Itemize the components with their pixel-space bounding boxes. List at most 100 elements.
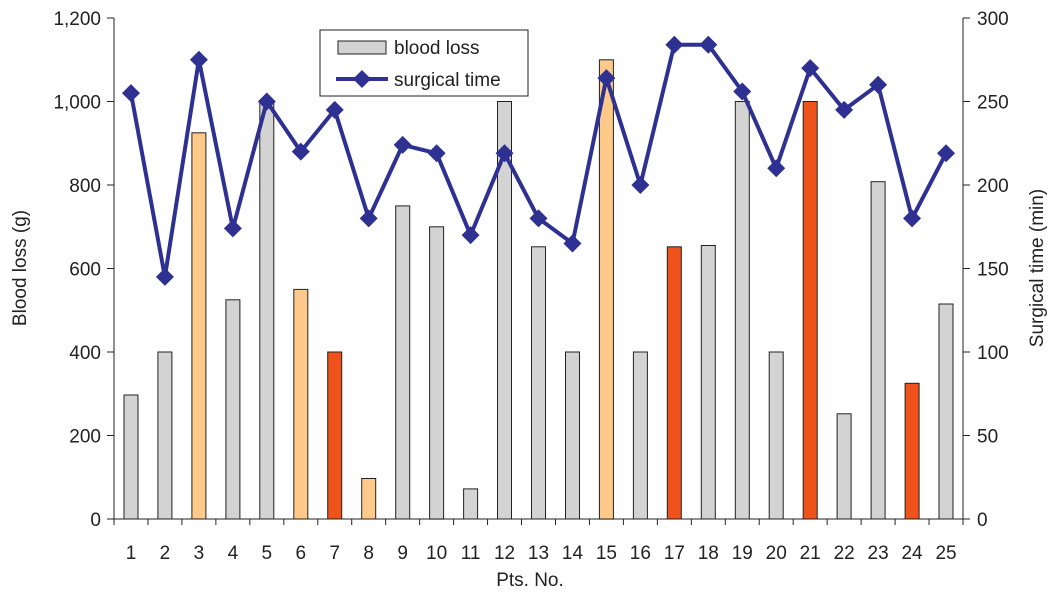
bar-blood-loss-22: [836, 413, 852, 520]
marker-surgical-time-7: [325, 100, 344, 119]
y2-tick-label: 150: [977, 260, 1009, 281]
legend-label-blood-loss: blood loss: [394, 38, 480, 59]
marker-surgical-time-6: [291, 142, 310, 161]
marker-surgical-time-20: [767, 159, 786, 178]
bar-blood-loss-14: [565, 351, 580, 520]
bar-blood-loss-18: [700, 245, 716, 520]
marker-surgical-time-10: [427, 144, 446, 163]
x-tick-label: 12: [494, 543, 515, 564]
x-tick-label: 24: [901, 543, 923, 564]
bar-blood-loss-7: [327, 351, 343, 520]
marker-surgical-time-12: [495, 144, 514, 163]
y2-tick-label: 50: [977, 427, 998, 448]
y2-tick-label: 300: [977, 9, 1009, 30]
x-tick-label: 11: [461, 543, 481, 564]
bar-blood-loss-24: [904, 382, 920, 520]
marker-surgical-time-2: [155, 267, 174, 286]
y2-axis-title: Surgical time (min): [1027, 189, 1048, 347]
x-tick-label: 7: [329, 543, 340, 564]
bar-blood-loss-10: [429, 226, 445, 520]
marker-surgical-time-11: [461, 226, 480, 245]
y2-tick-label: 250: [977, 93, 1009, 114]
legend: blood loss surgical time: [319, 29, 529, 97]
marker-surgical-time-17: [665, 35, 684, 54]
bar-blood-loss-3: [191, 132, 207, 520]
y-tick-label: 1,200: [53, 9, 101, 30]
x-tick-label: 10: [426, 543, 447, 564]
marker-surgical-time-3: [189, 50, 208, 69]
marker-surgical-time-25: [937, 144, 956, 163]
bar-blood-loss-16: [632, 351, 648, 520]
marker-surgical-time-15: [597, 69, 616, 88]
bars-layer: [123, 59, 954, 520]
y-tick-label: 1,000: [53, 93, 101, 114]
y2-tick-label: 0: [977, 510, 988, 531]
marker-surgical-time-5: [257, 92, 276, 111]
marker-surgical-time-4: [223, 219, 242, 238]
marker-surgical-time-13: [529, 209, 548, 228]
marker-surgical-time-22: [835, 100, 854, 119]
x-tick-label: 25: [935, 543, 956, 564]
legend-label-surgical-time: surgical time: [394, 70, 501, 91]
bar-blood-loss-15: [598, 59, 614, 520]
x-axis-title: Pts. No.: [496, 570, 564, 591]
x-tick-label: 21: [800, 543, 821, 564]
marker-surgical-time-8: [359, 209, 378, 228]
bar-blood-loss-5: [259, 101, 275, 520]
x-tick-label: 16: [630, 543, 651, 564]
y-tick-label: 200: [69, 427, 101, 448]
marker-surgical-time-16: [631, 176, 650, 194]
x-tick-label: 5: [262, 543, 273, 564]
x-tick-label: 3: [194, 543, 205, 564]
y-tick-label: 600: [69, 260, 101, 281]
y-tick-label: 400: [69, 343, 101, 364]
bar-blood-loss-6: [293, 288, 309, 520]
bar-blood-loss-23: [870, 181, 886, 520]
x-tick-label: 9: [397, 543, 408, 564]
x-tick-label: 22: [834, 543, 855, 564]
bar-blood-loss-8: [361, 478, 377, 520]
x-tick-label: 19: [732, 543, 753, 564]
x-tick-label: 4: [228, 543, 239, 564]
x-tick-label: 17: [664, 543, 685, 564]
marker-surgical-time-9: [393, 135, 412, 154]
ticks-layer: 0 200 400 600 800 1,000 1,200 0 50 100 150 200 250 30…: [53, 9, 1008, 564]
x-tick-label: 20: [766, 543, 787, 564]
y-axis-title: Blood loss (g): [10, 210, 31, 326]
legend-swatch-blood-loss: [337, 40, 387, 55]
x-tick-label: 14: [562, 543, 584, 564]
x-tick-label: 6: [295, 543, 306, 564]
y2-tick-label: 200: [977, 176, 1009, 197]
y2-tick-label: 100: [977, 343, 1009, 364]
x-tick-label: 2: [160, 543, 171, 564]
marker-surgical-time-24: [903, 209, 922, 228]
bar-blood-loss-20: [768, 351, 784, 520]
bar-blood-loss-2: [157, 351, 173, 520]
x-tick-label: 23: [868, 543, 889, 564]
bar-blood-loss-25: [938, 303, 954, 520]
y-tick-label: 0: [90, 510, 101, 531]
marker-surgical-time-19: [733, 82, 752, 101]
bar-blood-loss-11: [463, 488, 479, 520]
x-tick-label: 18: [698, 543, 719, 564]
x-tick-label: 1: [126, 543, 137, 564]
bar-blood-loss-17: [666, 246, 682, 520]
bar-blood-loss-9: [395, 205, 411, 520]
marker-surgical-time-18: [699, 35, 718, 54]
x-tick-label: 13: [528, 543, 549, 564]
bar-blood-loss-4: [225, 299, 241, 520]
y-tick-label: 800: [69, 176, 101, 197]
marker-surgical-time-21: [801, 59, 820, 78]
bar-blood-loss-21: [802, 101, 818, 520]
line-surgical-time: [129, 42, 948, 279]
x-tick-label: 8: [363, 543, 374, 564]
legend-swatch-surgical-time-marker: [353, 70, 371, 88]
line-layer: [121, 35, 956, 286]
bar-blood-loss-13: [531, 246, 546, 520]
marker-surgical-time-14: [563, 234, 582, 253]
x-tick-label: 15: [596, 543, 617, 564]
marker-surgical-time-1: [121, 84, 140, 103]
bar-blood-loss-1: [123, 394, 139, 520]
bar-blood-loss-19: [734, 101, 750, 520]
